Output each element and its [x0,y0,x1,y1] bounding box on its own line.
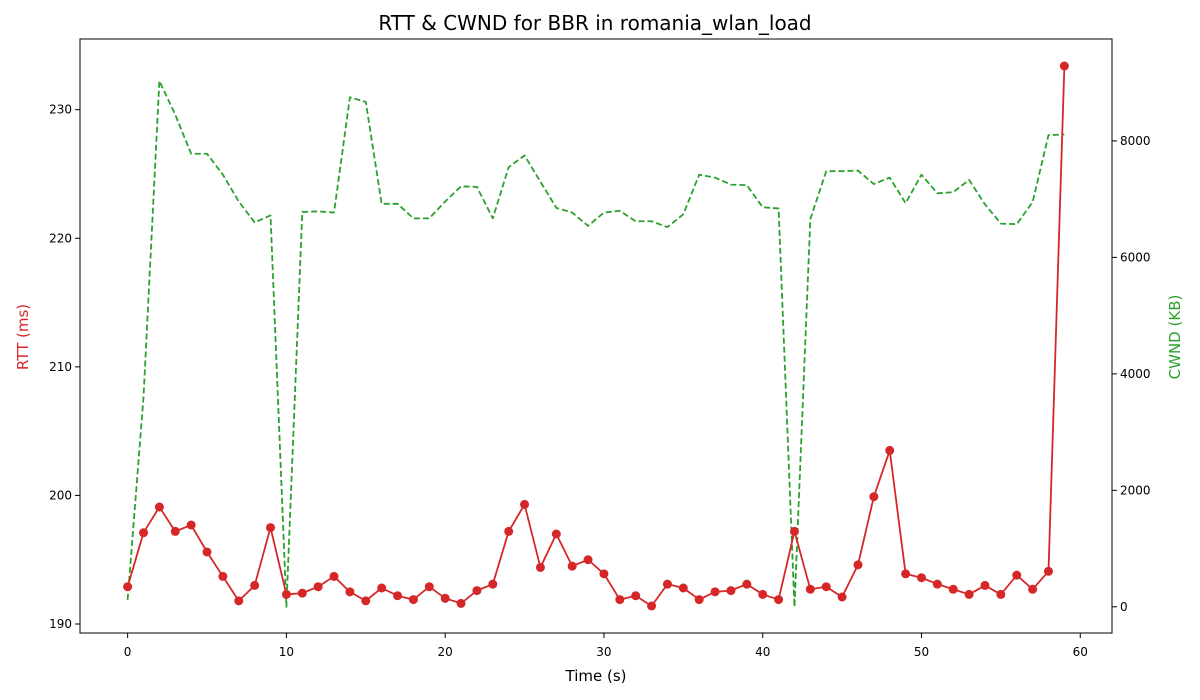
left-y-tick-label: 210 [49,360,72,374]
series-layer [123,61,1069,611]
right-y-tick-label: 8000 [1120,134,1151,148]
rtt-point [345,587,355,597]
left-y-tick-label: 230 [49,103,72,117]
rtt-point [424,582,434,592]
rtt-point [1012,570,1022,580]
rtt-point [234,596,244,606]
rtt-point [678,583,688,593]
left-y-tick-label: 220 [49,231,72,245]
rtt-point [964,589,974,599]
rtt-point [1028,584,1038,594]
axes-layer: 0 10 20 30 40 50 60 190 200 210 220 230 0 2000 4000 600… [49,103,1150,659]
rtt-point [504,526,514,536]
rtt-point [837,592,847,602]
rtt-point [996,589,1006,599]
rtt-point [774,595,784,605]
x-axis-title: Time (s) [565,667,627,685]
rtt-point [535,562,545,572]
rtt-point [821,582,831,592]
rtt-point [250,580,260,590]
rtt-point [599,569,609,579]
rtt-point [472,586,482,596]
rtt-point [202,547,212,557]
x-tick-label: 60 [1073,645,1088,659]
rtt-point [408,595,418,605]
plot-frame [79,38,1113,634]
rtt-point [329,571,339,581]
rtt-point [631,591,641,601]
rtt-point [567,561,577,571]
right-y-tick-label: 6000 [1120,250,1151,264]
rtt-point [980,580,990,590]
rtt-point [853,560,863,570]
right-axis-title: CWND (KB) [1166,295,1184,380]
rtt-point [266,523,276,533]
rtt-point [901,569,911,579]
rtt-point [393,591,403,601]
rtt-point [520,499,530,509]
rtt-point [186,520,196,530]
rtt-point [885,445,895,455]
right-y-tick-label: 4000 [1120,367,1151,381]
rtt-point [789,526,799,536]
rtt-point [281,589,291,599]
rtt-point [139,528,149,538]
rtt-point [662,579,672,589]
rtt-point [710,587,720,597]
right-y-tick-label: 2000 [1120,483,1151,497]
x-tick-label: 0 [124,645,132,659]
rtt-point [1059,61,1069,71]
rtt-point [647,601,657,611]
rtt-point [313,582,323,592]
rtt-point [694,595,704,605]
rtt-point [583,555,593,565]
rtt-point [377,583,387,593]
rtt-point [615,595,625,605]
chart-title: RTT & CWND for BBR in romania_wlan_load [378,11,811,35]
rtt-point [440,593,450,603]
rtt-point [488,579,498,589]
left-y-tick-label: 190 [49,617,72,631]
rtt-point [742,579,752,589]
right-y-tick-label: 0 [1120,600,1128,614]
rtt-point [154,502,164,512]
rtt-point [948,584,958,594]
rtt-point [726,586,736,596]
rtt-point [218,571,228,581]
rtt-point [916,573,926,583]
rtt-point [1043,566,1053,576]
rtt-point [758,589,768,599]
rtt-point [170,526,180,536]
rtt-point [123,582,133,592]
rtt-point [361,596,371,606]
rtt-point [456,598,466,608]
rtt-point [297,588,307,598]
x-tick-label: 50 [914,645,929,659]
left-y-tick-label: 200 [49,488,72,502]
x-tick-label: 20 [438,645,453,659]
rtt-point [805,584,815,594]
rtt-point [932,579,942,589]
rtt-point [551,529,561,539]
rtt-point [869,492,879,502]
x-tick-label: 30 [596,645,611,659]
x-tick-label: 40 [755,645,770,659]
cwnd-series-line [126,80,1065,608]
left-axis-title: RTT (ms) [14,304,32,370]
x-tick-label: 10 [279,645,294,659]
